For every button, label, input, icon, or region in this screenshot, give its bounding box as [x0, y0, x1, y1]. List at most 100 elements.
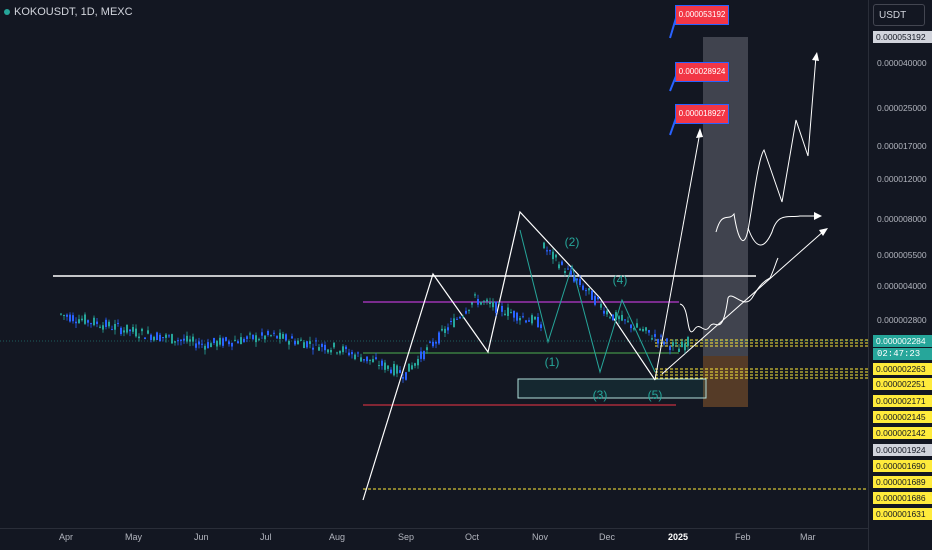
candle-body [327, 349, 329, 353]
candle-body [231, 342, 233, 347]
candle-body [369, 359, 371, 361]
candle-body [204, 345, 206, 350]
candle-body [636, 323, 638, 328]
target-callout: 0.000028924 [675, 62, 729, 82]
candle-body [120, 327, 122, 335]
candle-body [429, 341, 431, 343]
candle-body [111, 329, 113, 331]
candle-body [396, 365, 398, 374]
candle-body [582, 285, 584, 290]
candle-body [276, 335, 278, 339]
y-tick-label: 0.000012000 [877, 174, 927, 185]
wave-label: (1) [545, 355, 560, 369]
candle-body [516, 312, 518, 321]
candle-body [249, 333, 251, 335]
candle-body [69, 314, 71, 322]
wave-label: (5) [648, 388, 663, 402]
candle-body [186, 335, 188, 342]
target-callout: 0.000018927 [675, 104, 729, 124]
candle-body [606, 310, 608, 315]
symbol-legend[interactable]: KOKOUSDT, 1D, MEXC [4, 6, 133, 18]
candle-body [81, 318, 83, 321]
candle-body [450, 321, 452, 323]
currency-unit-button[interactable]: USDT [873, 4, 925, 26]
candle-body [492, 301, 494, 308]
price-axis-divider [868, 0, 869, 550]
candle-body [225, 337, 227, 341]
candle-body [228, 341, 230, 345]
candle-body [462, 316, 464, 318]
x-tick-label: Jul [260, 532, 272, 542]
candle-body [465, 310, 467, 314]
y-tick-label: 0.000008000 [877, 213, 927, 224]
candle-body [654, 334, 656, 337]
candle-body [594, 295, 596, 305]
candle-body [123, 330, 125, 333]
candle-body [612, 314, 614, 321]
candle-body [147, 330, 149, 334]
candle-body [135, 328, 137, 337]
labels-layer: (1) (2) (3) (4) (5) [545, 235, 663, 402]
candle-body [159, 334, 161, 342]
x-tick-label: 2025 [668, 532, 689, 542]
x-tick-label: Jun [194, 532, 209, 542]
candle-body [588, 288, 590, 291]
x-tick-label: Aug [329, 532, 346, 542]
candle-body [408, 363, 410, 372]
candle-body [531, 315, 533, 324]
projection-path-up [654, 131, 701, 381]
candle-body [591, 290, 593, 300]
candle-body [558, 264, 560, 269]
candle-body [573, 277, 575, 282]
candle-body [171, 334, 173, 344]
candle-body [354, 354, 356, 360]
candle-body [180, 339, 182, 341]
candle-body [519, 318, 521, 321]
candle-body [630, 324, 632, 329]
candle-body [405, 372, 407, 380]
candle-body [546, 250, 548, 252]
candle-body [264, 335, 266, 340]
candle-body [642, 329, 644, 332]
candle-body [279, 332, 281, 340]
candle-body [678, 348, 680, 352]
x-tick-label: Feb [735, 532, 751, 542]
price-tag: 0.000002171 [873, 395, 932, 407]
price-tag: 0.000002145 [873, 411, 932, 423]
candle-body [366, 356, 368, 362]
symbol-title: KOKOUSDT, 1D, MEXC [14, 6, 133, 18]
candle-body [489, 302, 491, 305]
candle-body [537, 317, 539, 328]
candle-body [72, 315, 74, 322]
candle-body [648, 330, 650, 333]
accumulation-box [517, 378, 707, 399]
candle-body [585, 290, 587, 292]
candle-body [645, 327, 647, 331]
candle-body [84, 314, 86, 324]
candle-body [297, 340, 299, 344]
candle-body [267, 331, 269, 336]
candle-body [579, 279, 581, 286]
candle-body [567, 268, 569, 270]
candle-body [222, 338, 224, 346]
candle-body [339, 350, 341, 354]
dashed-levels [363, 339, 868, 490]
candle-body [480, 301, 482, 305]
candle-body [318, 347, 320, 351]
projection-path-chop [679, 257, 779, 333]
candle-body [93, 317, 95, 326]
candle-body [336, 352, 338, 354]
price-tag: 0.000001690 [873, 460, 932, 472]
candle-body [294, 340, 296, 345]
candle-body [423, 351, 425, 360]
candle-body [666, 338, 668, 342]
candle-body [669, 346, 671, 351]
y-tick-label: 0.000005500 [877, 249, 927, 260]
candle-body [639, 328, 641, 331]
candle-body [189, 339, 191, 342]
candle-body [144, 337, 146, 340]
candle-body [240, 337, 242, 345]
status-dot-icon [4, 9, 10, 16]
candle-body [633, 328, 635, 330]
